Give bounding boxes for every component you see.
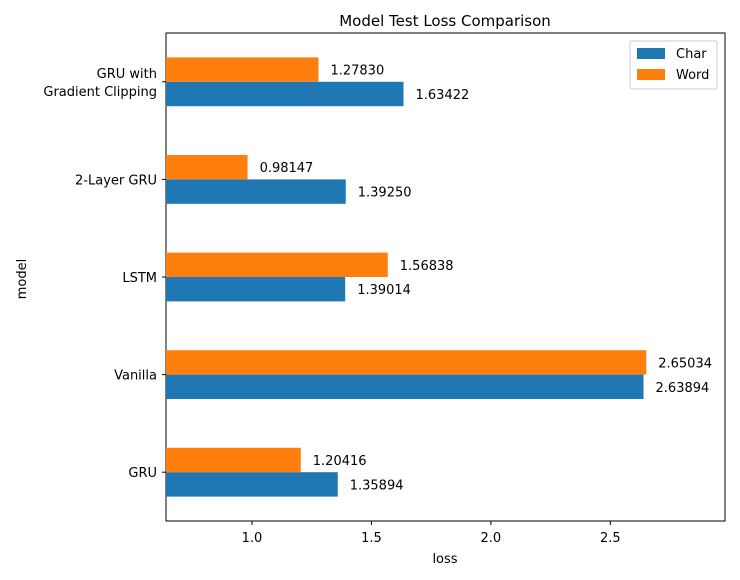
bars-group: 1.35894 1.20416 2.63894 2.65034 1.39014 1.568… <box>166 57 712 497</box>
y-tick-label-gru: GRU <box>128 466 157 481</box>
data-label-char-vanilla: 2.63894 <box>656 381 710 396</box>
bar-char-gru <box>166 472 338 497</box>
data-label-char-lstm: 1.39014 <box>357 283 411 298</box>
bar-word-gru <box>166 447 301 473</box>
data-label-char-gru: 1.35894 <box>350 478 404 493</box>
bar-word-gru-with-gradient-clipping <box>166 57 319 82</box>
legend-swatch-char <box>637 48 665 59</box>
y-axis-ticks: GRU Vanilla LSTM 2-Layer GRU GRU with Gradien… <box>43 67 166 481</box>
bar-char-gru-with-gradient-clipping <box>166 81 404 107</box>
bar-word-vanilla <box>166 350 647 375</box>
legend: Char Word <box>629 40 718 90</box>
bar-word-2-layer-gru <box>166 155 248 180</box>
legend-label-char: Char <box>676 47 707 62</box>
x-tick-label-0: 1.0 <box>242 531 263 546</box>
y-tick-label-gru-with-gradient-clipping: GRU with Gradient Clipping <box>43 67 157 100</box>
legend-label-word: Word <box>676 68 709 83</box>
y-tick-label-lstm: LSTM <box>122 271 157 286</box>
y-axis-label: model <box>15 259 30 299</box>
bar-char-lstm <box>166 277 346 302</box>
plot-area: 1.35894 1.20416 2.63894 2.65034 1.39014 1.568… <box>43 32 726 546</box>
data-label-char-gru-with-gradient-clipping: 1.63422 <box>416 88 470 103</box>
data-label-word-lstm: 1.56838 <box>400 259 454 274</box>
y-tick-label-2-layer-gru: 2-Layer GRU <box>75 173 157 188</box>
data-label-word-gru: 1.20416 <box>313 454 367 469</box>
chart-title: Model Test Loss Comparison <box>339 12 551 30</box>
y-tick-label-vanilla: Vanilla <box>114 369 157 384</box>
data-label-char-2-layer-gru: 1.39250 <box>358 186 412 201</box>
legend-swatch-word <box>637 69 665 80</box>
x-axis-label: loss <box>432 552 457 567</box>
bar-char-vanilla <box>166 374 644 399</box>
bar-char-2-layer-gru <box>166 179 346 204</box>
x-tick-label-2: 2.0 <box>481 531 502 546</box>
x-tick-label-1: 1.5 <box>361 531 382 546</box>
x-axis-ticks: 1.0 1.5 2.0 2.5 <box>242 521 621 546</box>
data-label-word-vanilla: 2.65034 <box>658 356 712 371</box>
x-tick-label-3: 2.5 <box>600 531 621 546</box>
data-label-word-2-layer-gru: 0.98147 <box>260 161 314 176</box>
data-label-word-gru-with-gradient-clipping: 1.27830 <box>330 64 384 79</box>
bar-word-lstm <box>166 252 388 277</box>
